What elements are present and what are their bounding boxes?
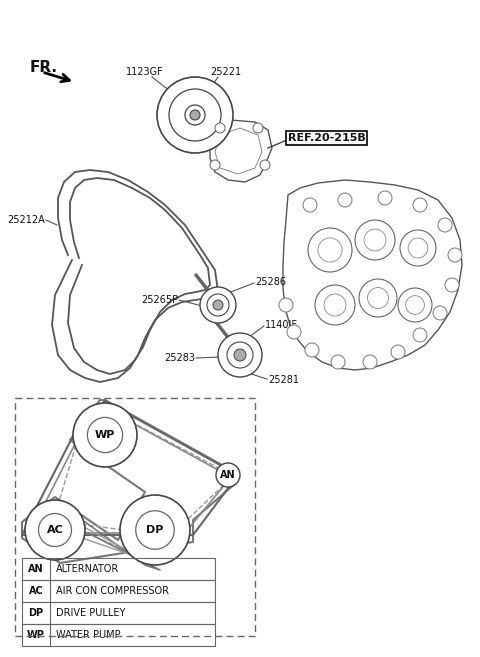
Text: 25212A: 25212A bbox=[7, 215, 45, 225]
Text: DRIVE PULLEY: DRIVE PULLEY bbox=[56, 608, 125, 618]
Circle shape bbox=[234, 349, 246, 361]
Text: 1140JF: 1140JF bbox=[265, 320, 298, 330]
Circle shape bbox=[433, 306, 447, 320]
Circle shape bbox=[305, 343, 319, 357]
Circle shape bbox=[364, 229, 386, 251]
Circle shape bbox=[169, 89, 221, 141]
Text: 25286: 25286 bbox=[255, 277, 286, 287]
Circle shape bbox=[227, 342, 253, 368]
Circle shape bbox=[355, 220, 395, 260]
Text: 25221: 25221 bbox=[210, 67, 241, 77]
Circle shape bbox=[363, 355, 377, 369]
Circle shape bbox=[448, 248, 462, 262]
Circle shape bbox=[185, 105, 205, 125]
Circle shape bbox=[368, 288, 388, 308]
Bar bbox=[22, 624, 215, 646]
Circle shape bbox=[413, 328, 427, 342]
Circle shape bbox=[391, 345, 405, 359]
Circle shape bbox=[87, 417, 122, 453]
Circle shape bbox=[215, 123, 225, 133]
Text: 25283: 25283 bbox=[164, 353, 195, 363]
Circle shape bbox=[315, 285, 355, 325]
Text: 25265P: 25265P bbox=[141, 295, 178, 305]
Circle shape bbox=[331, 355, 345, 369]
Circle shape bbox=[210, 160, 220, 170]
Text: DP: DP bbox=[146, 525, 164, 535]
Circle shape bbox=[253, 123, 263, 133]
Circle shape bbox=[308, 228, 352, 272]
Text: 1123GF: 1123GF bbox=[126, 67, 164, 77]
Circle shape bbox=[25, 500, 85, 560]
Circle shape bbox=[279, 298, 293, 312]
Bar bbox=[22, 580, 215, 602]
Circle shape bbox=[38, 514, 72, 547]
Text: WATER PUMP: WATER PUMP bbox=[56, 630, 120, 640]
Text: 25281: 25281 bbox=[268, 375, 299, 385]
Circle shape bbox=[359, 279, 397, 317]
Text: AIR CON COMPRESSOR: AIR CON COMPRESSOR bbox=[56, 586, 169, 596]
Circle shape bbox=[445, 278, 459, 292]
Text: REF.20-215B: REF.20-215B bbox=[288, 133, 366, 143]
Text: AN: AN bbox=[28, 564, 44, 574]
Circle shape bbox=[120, 495, 190, 565]
Text: DP: DP bbox=[28, 608, 44, 618]
Circle shape bbox=[136, 510, 174, 549]
Circle shape bbox=[318, 238, 342, 262]
Circle shape bbox=[338, 193, 352, 207]
Circle shape bbox=[218, 333, 262, 377]
Text: FR.: FR. bbox=[30, 60, 58, 76]
Text: AC: AC bbox=[47, 525, 63, 535]
Bar bbox=[22, 558, 215, 580]
Circle shape bbox=[190, 110, 200, 120]
Circle shape bbox=[303, 198, 317, 212]
Bar bbox=[15, 398, 255, 636]
Circle shape bbox=[398, 288, 432, 322]
Circle shape bbox=[400, 230, 436, 266]
Circle shape bbox=[216, 463, 240, 487]
Text: WP: WP bbox=[95, 430, 115, 440]
Circle shape bbox=[213, 300, 223, 310]
Text: AN: AN bbox=[220, 470, 236, 480]
Bar bbox=[22, 602, 215, 624]
Text: AC: AC bbox=[29, 586, 43, 596]
Circle shape bbox=[324, 294, 346, 316]
Circle shape bbox=[157, 77, 233, 153]
Circle shape bbox=[207, 294, 229, 316]
Circle shape bbox=[378, 191, 392, 205]
Text: WP: WP bbox=[27, 630, 45, 640]
Circle shape bbox=[260, 160, 270, 170]
Circle shape bbox=[200, 287, 236, 323]
Circle shape bbox=[406, 296, 424, 314]
Circle shape bbox=[287, 325, 301, 339]
Circle shape bbox=[438, 218, 452, 232]
Text: ALTERNATOR: ALTERNATOR bbox=[56, 564, 119, 574]
Circle shape bbox=[73, 403, 137, 467]
Circle shape bbox=[408, 238, 428, 258]
Circle shape bbox=[413, 198, 427, 212]
